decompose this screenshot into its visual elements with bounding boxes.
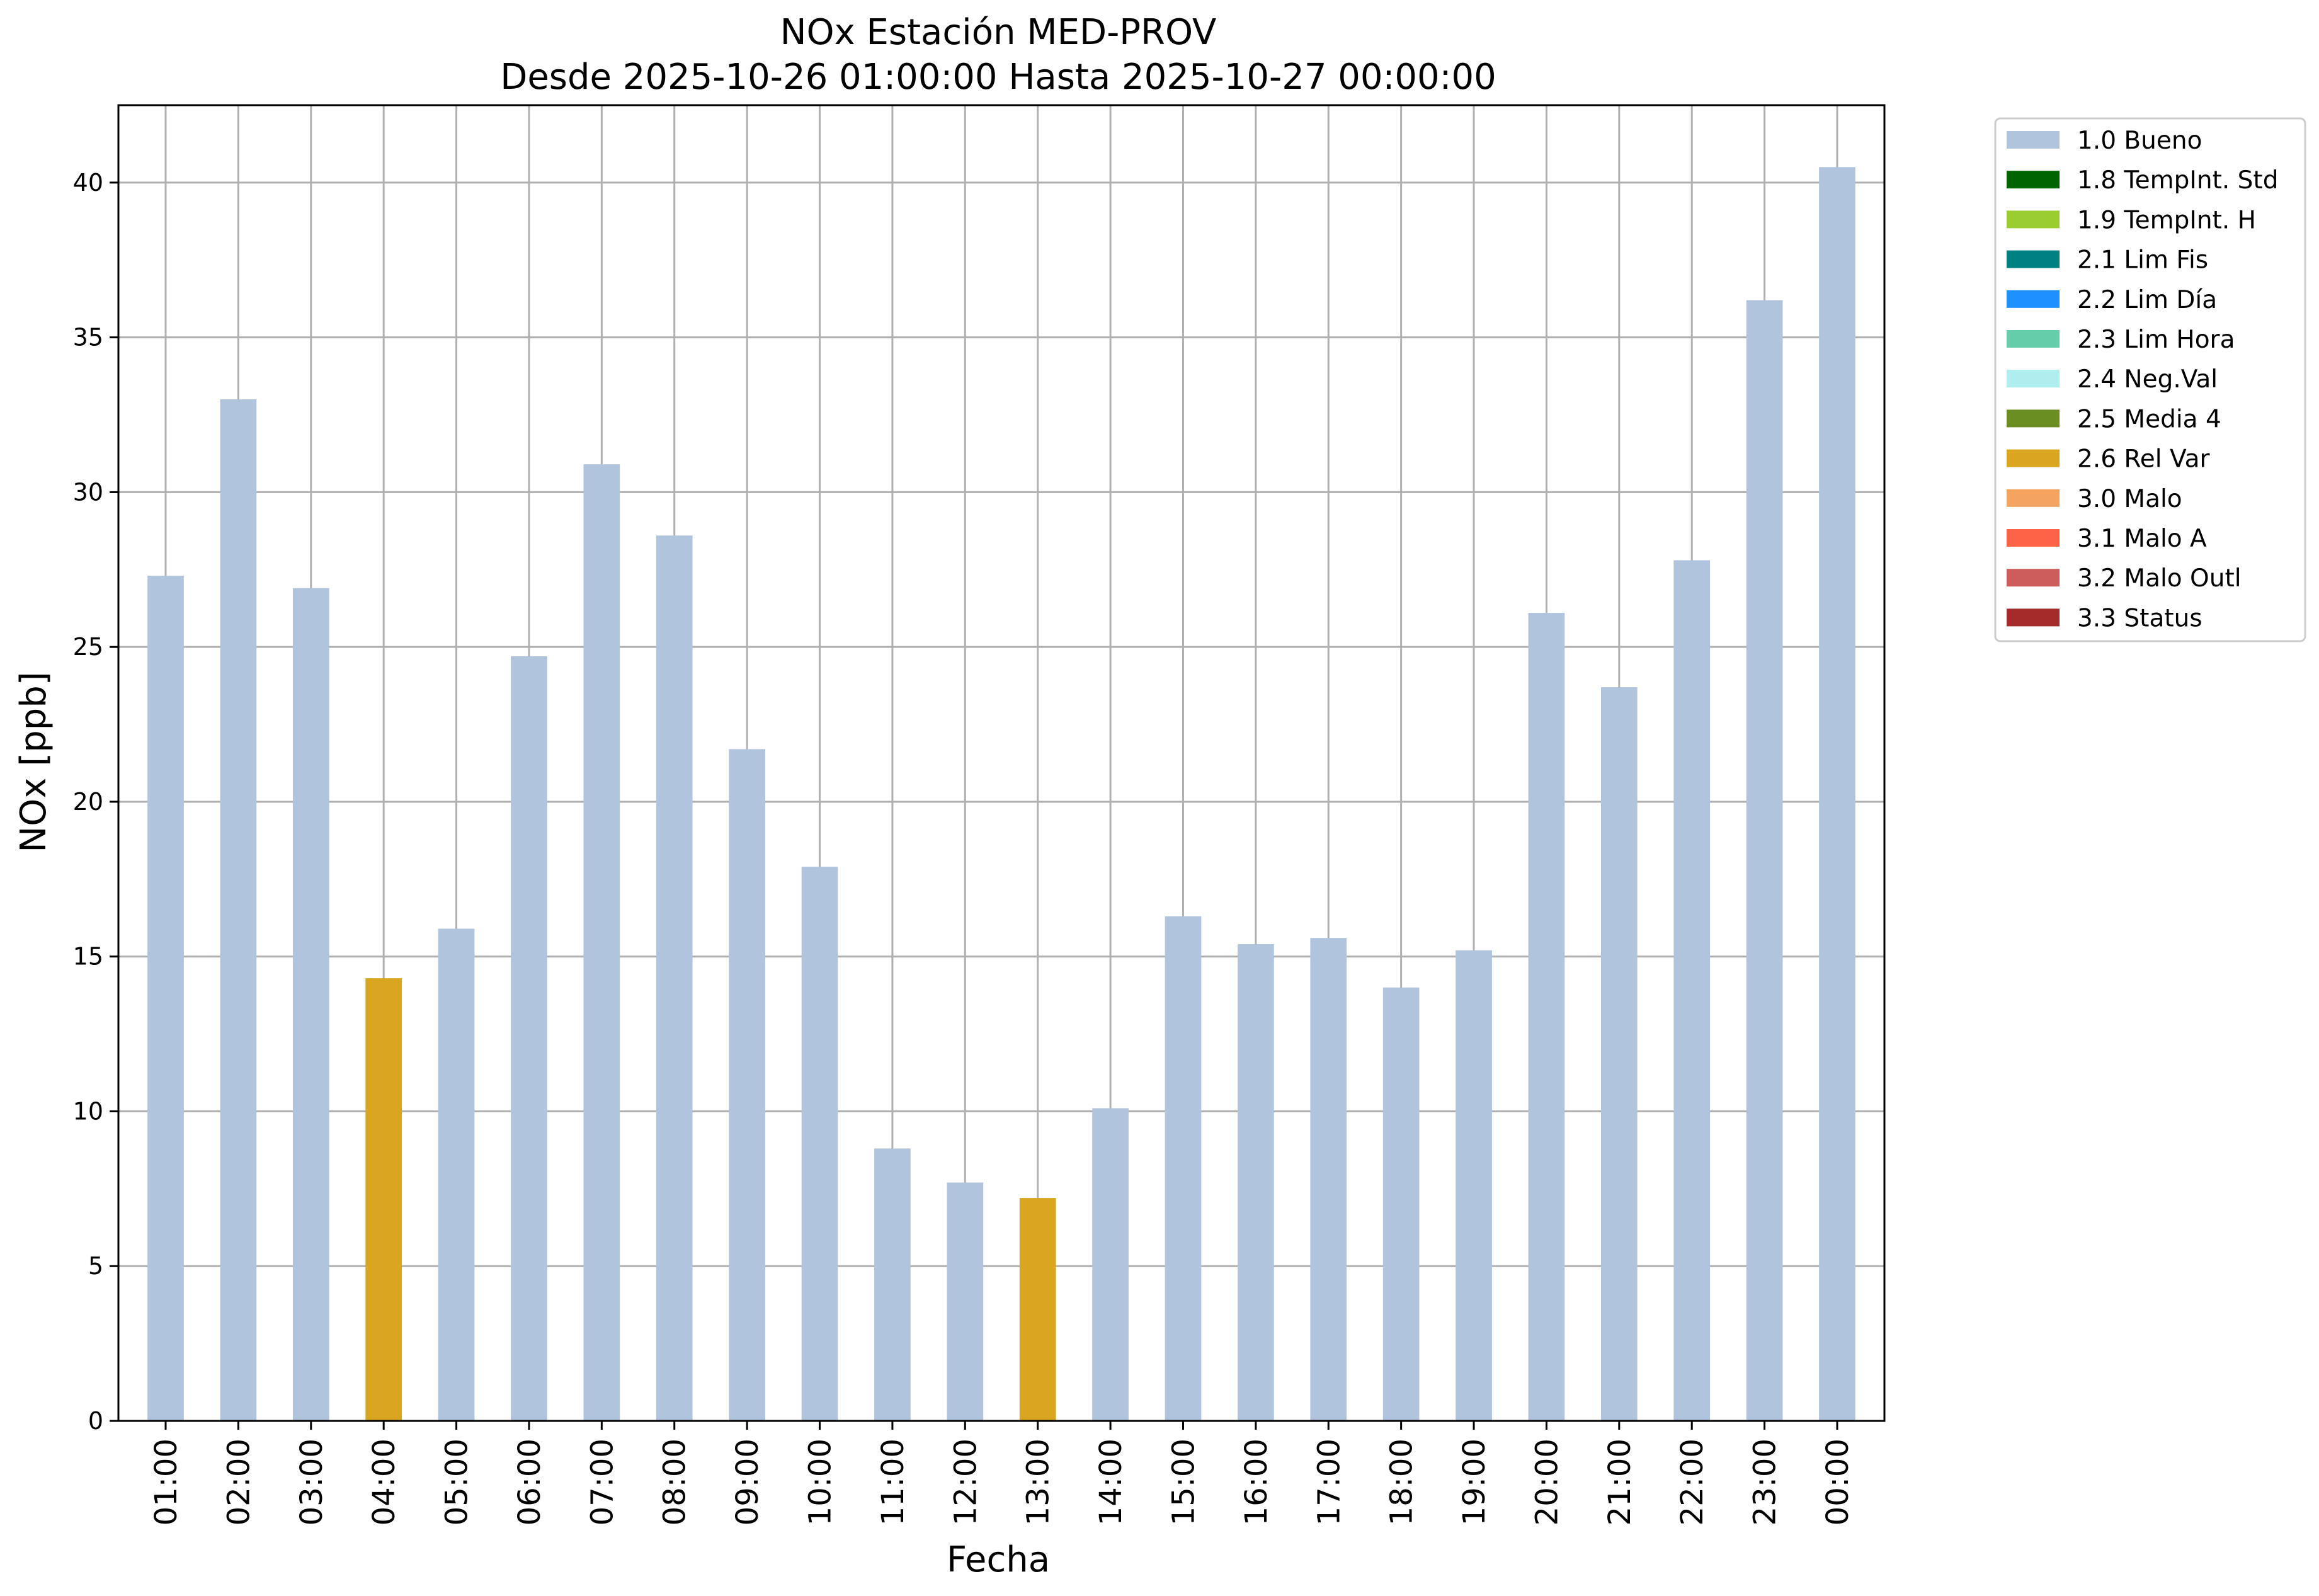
x-tick-label: 17:00: [1311, 1439, 1347, 1525]
chart-title: NOx Estación MED-PROV: [780, 12, 1217, 53]
y-tick-label: 15: [73, 943, 103, 971]
x-tick-label: 12:00: [948, 1439, 983, 1525]
legend-swatch: [2007, 569, 2060, 587]
legend-swatch: [2007, 171, 2060, 189]
legend-label: 2.3 Lim Hora: [2077, 326, 2235, 354]
x-axis-ticks: 01:00 02:00 03:00 04:00 05:00 06:00 07:00 08:00…: [149, 1421, 1855, 1525]
bar-2000: [1528, 613, 1565, 1422]
x-tick-label: 10:00: [803, 1439, 838, 1525]
x-axis-label: Fecha: [947, 1539, 1050, 1580]
legend-label: 3.2 Malo Outl: [2077, 564, 2242, 593]
legend: 1.0 Bueno 1.8 TempInt. Std 1.9 TempInt. H 2…: [1994, 117, 2306, 642]
bar-0000: [1819, 167, 1855, 1421]
x-tick-label: 23:00: [1748, 1439, 1783, 1525]
legend-label: 1.9 TempInt. H: [2077, 206, 2256, 234]
y-tick-label: 20: [73, 788, 103, 816]
y-tick-label: 0: [88, 1407, 103, 1435]
legend-label: 2.6 Rel Var: [2077, 445, 2211, 474]
bar-1200: [947, 1182, 984, 1421]
legend-swatch: [2007, 370, 2060, 388]
bar-0600: [511, 656, 547, 1421]
x-tick-label: 04:00: [367, 1439, 402, 1525]
x-tick-label: 22:00: [1675, 1439, 1710, 1525]
bar-2300: [1746, 300, 1783, 1421]
legend-swatch: [2007, 529, 2060, 547]
bar-0500: [438, 928, 475, 1421]
bar-1600: [1238, 944, 1274, 1421]
bar-2100: [1600, 687, 1638, 1421]
legend-label: 2.4 Neg.Val: [2077, 365, 2218, 394]
legend-label: 1.8 TempInt. Std: [2077, 166, 2278, 195]
x-tick-label: 00:00: [1820, 1439, 1855, 1525]
x-tick-label: 01:00: [149, 1439, 184, 1525]
bar-0200: [220, 399, 257, 1422]
x-tick-label: 16:00: [1239, 1439, 1274, 1525]
bar-1100: [874, 1148, 911, 1421]
y-axis-label: NOx [ppb]: [13, 671, 54, 852]
legend-label: 2.2 Lim Día: [2077, 286, 2217, 314]
bar-0100: [147, 576, 184, 1421]
bar-1300: [1019, 1198, 1056, 1421]
legend-label: 2.5 Media 4: [2077, 405, 2221, 433]
bar-1400: [1092, 1108, 1129, 1421]
x-tick-label: 14:00: [1093, 1439, 1129, 1525]
legend-swatch: [2007, 290, 2060, 308]
x-tick-label: 08:00: [658, 1439, 693, 1525]
y-tick-label: 40: [73, 169, 103, 197]
legend-swatch: [2007, 449, 2060, 467]
bar-1900: [1456, 950, 1492, 1421]
legend-swatch: [2007, 210, 2060, 229]
legend-label: 1.0 Bueno: [2077, 127, 2202, 155]
x-tick-label: 18:00: [1384, 1439, 1420, 1525]
y-axis-ticks: 0 5 10 15 20 25 30 35 40: [73, 169, 118, 1435]
legend-swatch: [2007, 330, 2060, 348]
x-tick-label: 19:00: [1457, 1439, 1492, 1525]
legend-box: [1994, 117, 2306, 642]
bar-0800: [656, 535, 693, 1422]
x-tick-label: 20:00: [1529, 1439, 1564, 1525]
x-tick-label: 11:00: [875, 1439, 911, 1525]
y-tick-label: 25: [73, 633, 103, 661]
bar-1500: [1165, 916, 1202, 1421]
x-tick-label: 06:00: [512, 1439, 547, 1525]
bar-1000: [801, 867, 838, 1421]
y-tick-label: 5: [88, 1252, 103, 1280]
plot-frame: [117, 104, 1886, 1422]
legend-label: 3.0 Malo: [2077, 485, 2182, 513]
bar-1700: [1310, 938, 1347, 1421]
legend-swatch: [2007, 608, 2060, 627]
legend-label: 2.1 Lim Fis: [2077, 246, 2208, 275]
legend-label: 3.1 Malo A: [2077, 525, 2207, 553]
x-tick-label: 15:00: [1166, 1439, 1201, 1525]
chart-subtitle: Desde 2025-10-26 01:00:00 Hasta 2025-10-…: [500, 57, 1496, 98]
x-tick-label: 21:00: [1602, 1439, 1638, 1525]
x-tick-label: 02:00: [221, 1439, 256, 1525]
legend-swatch: [2007, 250, 2060, 268]
x-tick-label: 09:00: [730, 1439, 765, 1525]
y-tick-label: 30: [73, 478, 103, 506]
legend-label: 3.3 Status: [2077, 604, 2202, 632]
bar-0300: [292, 588, 329, 1421]
x-tick-label: 07:00: [584, 1439, 620, 1525]
y-tick-label: 10: [73, 1097, 103, 1125]
bar-0400: [365, 978, 402, 1421]
bar-2200: [1673, 560, 1711, 1421]
bar-1800: [1382, 987, 1420, 1421]
x-tick-label: 13:00: [1021, 1439, 1056, 1525]
bar-series: [147, 167, 1855, 1422]
x-tick-label: 05:00: [440, 1439, 475, 1525]
y-tick-label: 35: [73, 324, 103, 351]
legend-swatch: [2007, 409, 2060, 428]
legend-swatch: [2007, 131, 2060, 149]
x-tick-label: 03:00: [294, 1439, 329, 1525]
bar-0900: [729, 749, 765, 1421]
legend-swatch: [2007, 489, 2060, 507]
bar-0700: [583, 464, 620, 1422]
